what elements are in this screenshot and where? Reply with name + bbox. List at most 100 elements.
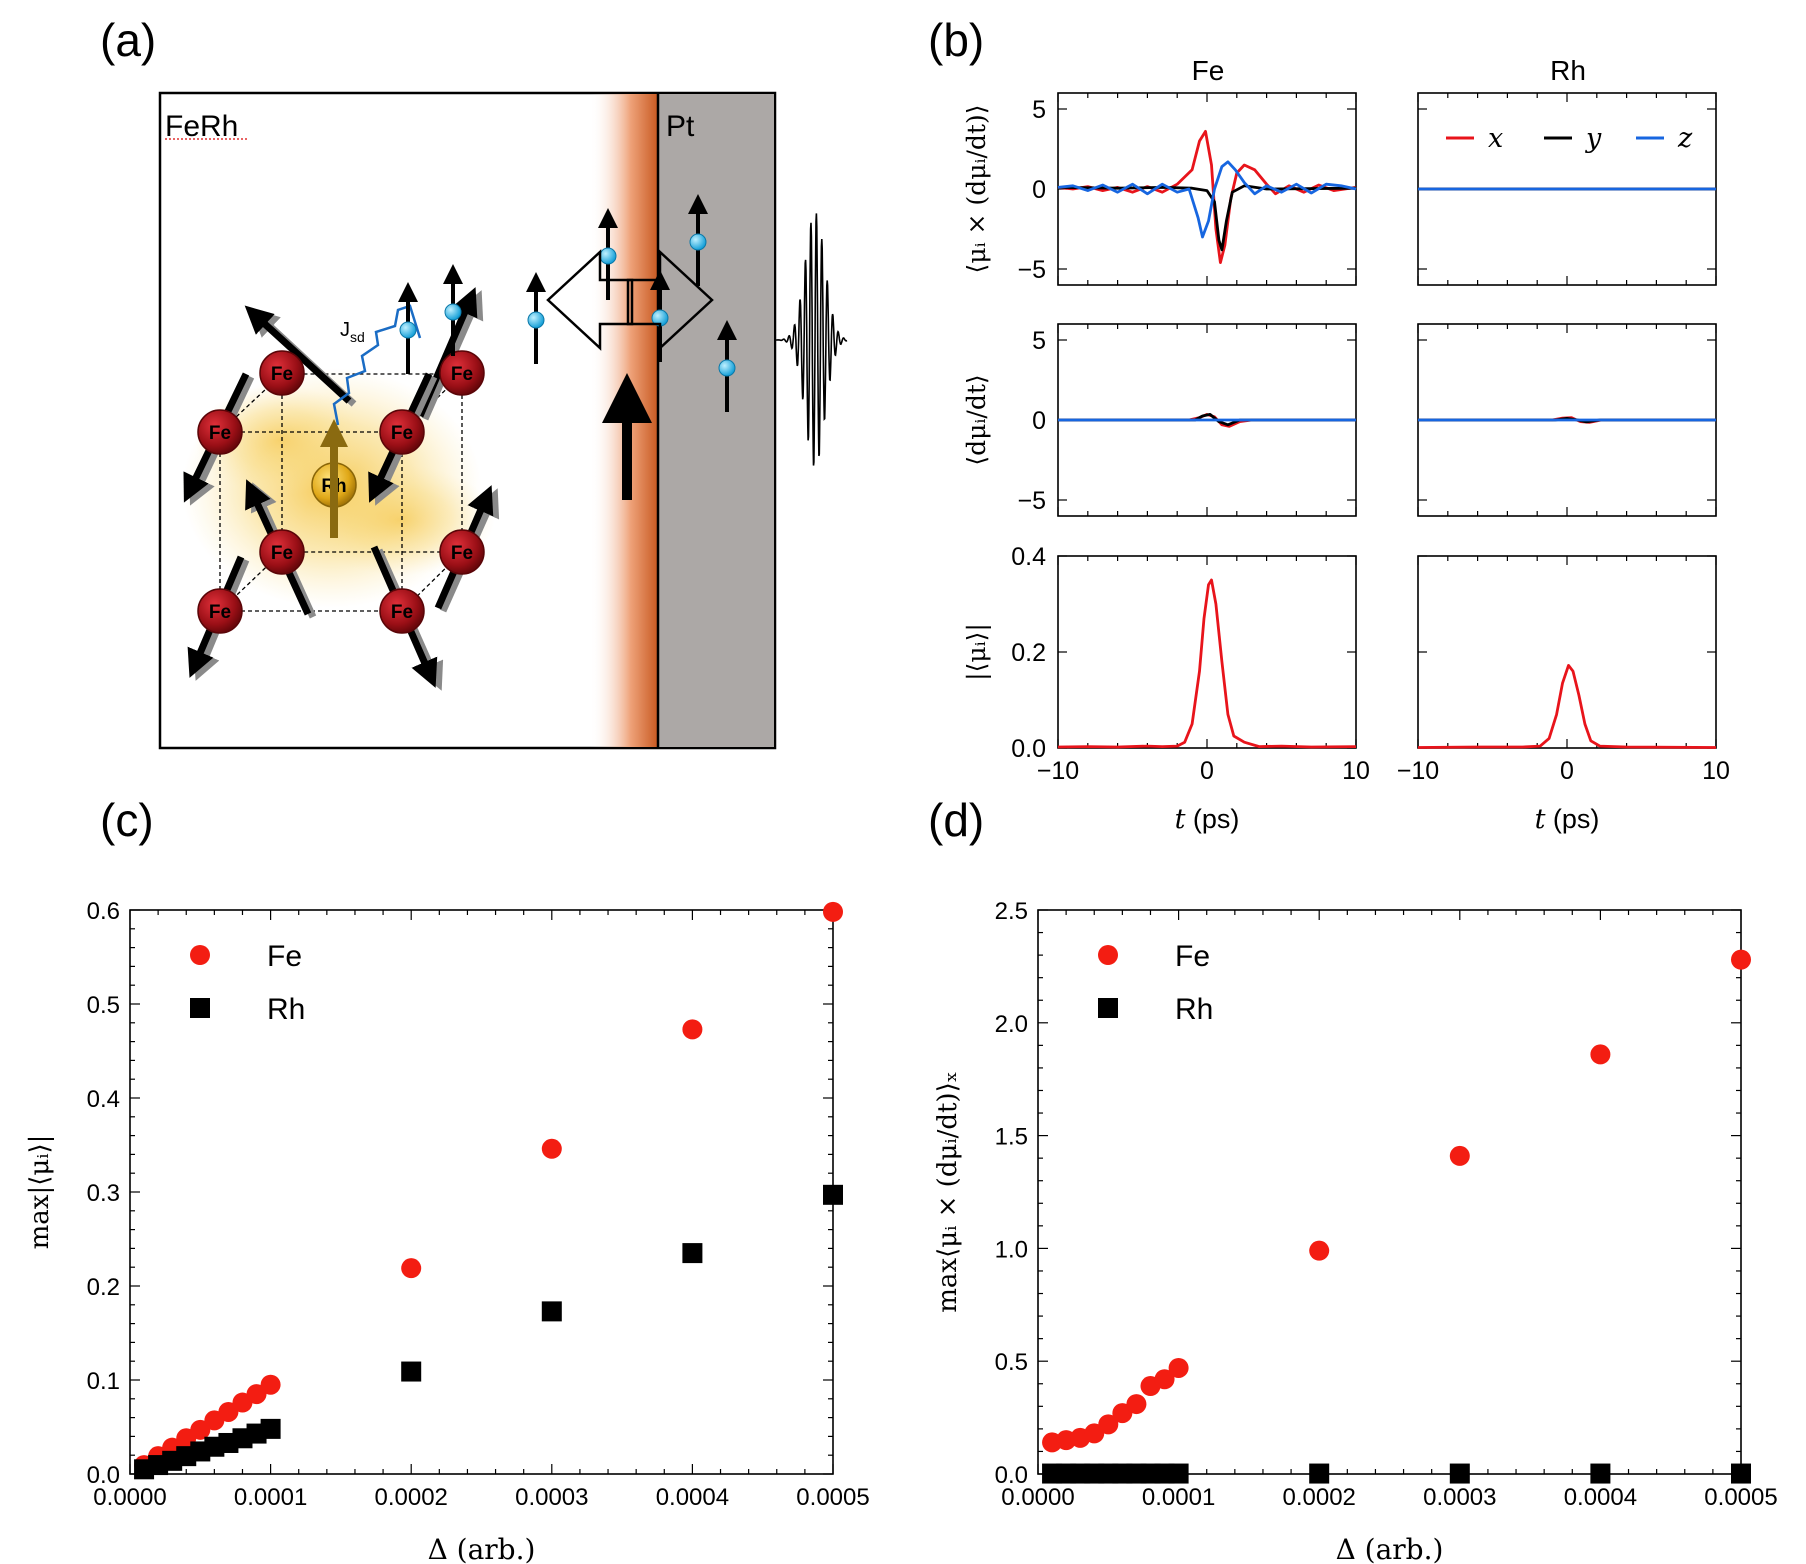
y-tick-label: 0.3 bbox=[87, 1180, 120, 1207]
x-axis-label-unit: (ps) bbox=[1185, 804, 1239, 834]
trace-subplot bbox=[1417, 92, 1717, 286]
point-fe bbox=[218, 1401, 239, 1422]
point-fe bbox=[1098, 1414, 1119, 1435]
point-fe bbox=[1168, 1357, 1189, 1378]
subplot-frame bbox=[1057, 555, 1357, 749]
fe-atom: Fe bbox=[259, 529, 305, 575]
trace-fe-y bbox=[1057, 184, 1357, 252]
fe-atom: Fe bbox=[197, 588, 243, 634]
x-tick-label: 0.0005 bbox=[796, 1484, 869, 1511]
legend-label-rh: Rh bbox=[1175, 993, 1213, 1026]
legend-marker-fe bbox=[1098, 945, 1118, 965]
x-axis-label: t (ps) bbox=[1535, 804, 1600, 835]
x-tick-label: 0.0004 bbox=[656, 1484, 729, 1511]
exchange-coupling-line bbox=[332, 304, 422, 426]
row-ylabel: |⟨μᵢ⟩| bbox=[962, 623, 992, 681]
y-tick-label: 0.5 bbox=[995, 1349, 1028, 1376]
point-fe bbox=[1154, 1369, 1175, 1390]
point-rh bbox=[682, 1243, 703, 1264]
y-tick-label: 5 bbox=[1032, 327, 1046, 355]
electron bbox=[689, 233, 707, 251]
legend: Fe Rh bbox=[1098, 940, 1213, 1026]
metal-label: Pt bbox=[666, 110, 695, 143]
legend-label-fe: Fe bbox=[1175, 940, 1210, 973]
x-tick-label: 0.0000 bbox=[93, 1484, 166, 1511]
x-axis-label: Δ (arb.) bbox=[428, 1533, 536, 1564]
fe-atom: Fe bbox=[259, 350, 305, 396]
time-traces-panel: Fe Rh ⟨μᵢ × (dμᵢ/dt)⟩ 5 0 −5 ⟨dμᵢ/dt⟩ 5 0 −5 |⟨μ… bbox=[962, 55, 1730, 835]
row-ylabel: ⟨μᵢ × (dμᵢ/dt)⟩ bbox=[962, 105, 991, 274]
panel-label-c: (c) bbox=[100, 794, 154, 846]
y-axis-label: max|⟨μᵢ⟩| bbox=[25, 1135, 55, 1250]
legend-marker-fe bbox=[190, 945, 210, 965]
y-tick-label: −5 bbox=[1017, 256, 1046, 284]
x-axis-label-unit: (ps) bbox=[1545, 804, 1599, 834]
electron bbox=[718, 359, 736, 377]
x-tick-label: 0.0005 bbox=[1704, 1484, 1777, 1511]
pt-layer bbox=[658, 94, 774, 747]
panel-label-b: (b) bbox=[928, 14, 984, 66]
trace-fe-x bbox=[1057, 578, 1357, 749]
plot-frame bbox=[129, 909, 834, 1475]
column-title-rh: Rh bbox=[1550, 55, 1586, 86]
y-tick-label: 1.5 bbox=[995, 1124, 1028, 1151]
trace-subplot: 5 0 −5 bbox=[1017, 323, 1357, 517]
row-ylabel: ⟨dμᵢ/dt⟩ bbox=[962, 374, 991, 465]
x-tick-label: 0 bbox=[1560, 757, 1574, 785]
x-tick-label: 0.0002 bbox=[374, 1484, 447, 1511]
fe-atom: Fe bbox=[439, 350, 485, 396]
point-fe bbox=[1731, 949, 1751, 970]
y-tick-label: 5 bbox=[1032, 96, 1046, 124]
thz-pulse bbox=[775, 213, 848, 466]
trace-subplot: −10 0 10 t (ps) bbox=[1397, 555, 1730, 835]
spin-current-arrow-left bbox=[546, 249, 634, 351]
trace-rh-x bbox=[1417, 664, 1717, 749]
y-tick-label: −5 bbox=[1017, 487, 1046, 515]
x-tick-label: 10 bbox=[1702, 757, 1730, 785]
legend-marker-rh bbox=[1098, 998, 1118, 1018]
point-fe bbox=[1309, 1240, 1330, 1261]
fe-atom-label: Fe bbox=[209, 423, 231, 444]
subplot-frame bbox=[1417, 555, 1717, 749]
point-fe bbox=[541, 1138, 562, 1159]
x-tick-label: 0.0001 bbox=[234, 1484, 307, 1511]
point-rh bbox=[401, 1361, 422, 1382]
fe-atom-ball bbox=[439, 529, 485, 575]
legend-label-x: x bbox=[1488, 123, 1503, 154]
y-tick-label: 0.0 bbox=[1011, 735, 1046, 763]
plot-frame bbox=[1037, 909, 1742, 1475]
electron bbox=[444, 303, 462, 321]
trace-subplot: 0.4 0.2 0.0−10 0 10 t (ps) bbox=[1011, 543, 1370, 835]
x-tick-label: 0.0002 bbox=[1282, 1484, 1355, 1511]
spin-arrow bbox=[244, 305, 352, 404]
fe-atom: Fe bbox=[439, 529, 485, 575]
material-label: FeRh bbox=[165, 110, 238, 143]
point-rh bbox=[1309, 1463, 1330, 1484]
y-axis-label: max⟨μᵢ × (dμᵢ/dt)⟩ₓ bbox=[933, 1071, 963, 1312]
legend-label-z: z bbox=[1677, 123, 1693, 154]
fe-atom-ball bbox=[379, 409, 425, 455]
fe-atom-label: Fe bbox=[451, 543, 473, 564]
legend-label-fe: Fe bbox=[267, 940, 302, 973]
point-fe bbox=[1590, 1044, 1611, 1065]
fe-atom-ball bbox=[197, 409, 243, 455]
fe-atom-ball bbox=[439, 350, 485, 396]
x-axis-label: t (ps) bbox=[1175, 804, 1240, 835]
point-fe bbox=[1449, 1145, 1470, 1166]
x-tick-label: 0.0004 bbox=[1564, 1484, 1637, 1511]
y-tick-label: 0.6 bbox=[87, 898, 120, 925]
trace-fe-x bbox=[1057, 129, 1357, 265]
y-tick-label: 0.2 bbox=[87, 1274, 120, 1301]
y-tick-label: 0.1 bbox=[87, 1368, 120, 1395]
point-fe bbox=[401, 1258, 422, 1279]
x-tick-label: 0.0000 bbox=[1001, 1484, 1074, 1511]
legend-label-rh: Rh bbox=[267, 993, 305, 1026]
point-rh bbox=[1590, 1463, 1611, 1484]
trace-subplot bbox=[1417, 323, 1717, 517]
point-fe bbox=[1126, 1394, 1147, 1415]
panel-label-d: (d) bbox=[928, 794, 984, 846]
legend: x y z bbox=[1446, 123, 1693, 154]
y-tick-label: 0 bbox=[1032, 407, 1046, 435]
point-rh bbox=[1731, 1463, 1751, 1484]
